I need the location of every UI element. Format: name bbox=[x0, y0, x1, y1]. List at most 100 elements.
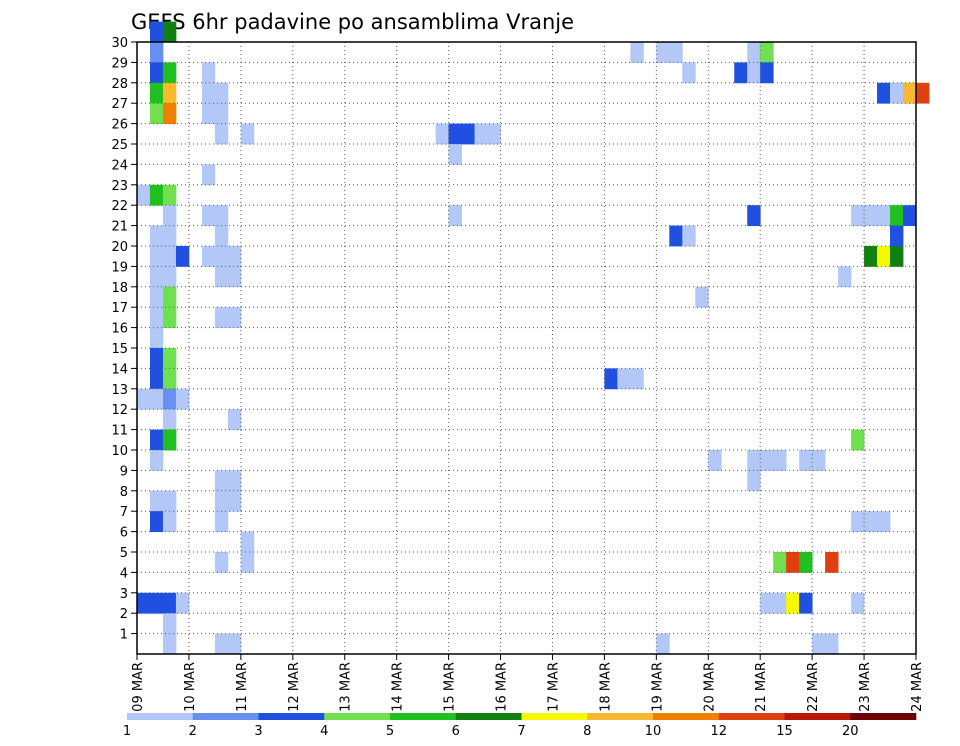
y-tick-label: 6 bbox=[120, 526, 128, 541]
heatmap-cell bbox=[162, 286, 177, 308]
colorbar-swatch bbox=[784, 713, 851, 720]
heatmap-cell bbox=[240, 552, 255, 573]
colorbar-swatch bbox=[390, 713, 457, 720]
heatmap-cell bbox=[630, 42, 644, 63]
y-tick-label: 22 bbox=[111, 199, 128, 214]
y-tick-label: 16 bbox=[111, 322, 128, 337]
heatmap-cell bbox=[877, 511, 891, 532]
y-tick-label: 24 bbox=[111, 158, 128, 173]
x-tick-label: 12 MAR bbox=[287, 662, 302, 712]
y-tick-label: 2 bbox=[120, 607, 128, 622]
x-tick-label: 19 MAR bbox=[650, 662, 665, 712]
colorbar-label: 12 bbox=[710, 724, 727, 739]
heatmap-cell bbox=[175, 592, 190, 614]
heatmap-cell bbox=[227, 409, 242, 430]
colorbar-swatch bbox=[455, 713, 522, 720]
y-tick-label: 17 bbox=[111, 301, 128, 316]
heatmap-cell bbox=[149, 490, 164, 512]
heatmap-cell bbox=[240, 531, 255, 553]
x-tick-label: 17 MAR bbox=[546, 662, 561, 712]
heatmap-cell bbox=[682, 225, 696, 247]
heatmap-cell bbox=[760, 62, 774, 84]
heatmap-cell bbox=[669, 225, 683, 247]
y-tick-label: 29 bbox=[111, 56, 128, 71]
heatmap-cell bbox=[851, 592, 865, 614]
colorbar-swatch bbox=[587, 713, 654, 720]
y-tick-label: 15 bbox=[111, 342, 128, 357]
x-tick-label: 14 MAR bbox=[391, 662, 406, 712]
heatmap-cell bbox=[162, 490, 177, 512]
heatmap-cell bbox=[149, 429, 164, 451]
heatmap-cell bbox=[877, 205, 891, 226]
colorbar-swatch bbox=[258, 713, 325, 720]
heatmap-cell bbox=[435, 123, 449, 145]
y-tick-label: 3 bbox=[120, 587, 128, 602]
heatmap-cell bbox=[656, 633, 670, 655]
y-tick-label: 10 bbox=[111, 444, 128, 459]
heatmap-cell bbox=[201, 246, 216, 267]
heatmap-cell bbox=[214, 246, 229, 267]
heatmap-cell bbox=[851, 511, 865, 532]
colorbar-label: 15 bbox=[776, 724, 793, 739]
heatmap-cell bbox=[877, 246, 891, 267]
heatmap-cell bbox=[630, 368, 644, 390]
heatmap-cell bbox=[214, 470, 229, 492]
heatmap-cell bbox=[149, 307, 164, 328]
heatmap-cell bbox=[149, 246, 164, 267]
heatmap-cell bbox=[214, 307, 229, 328]
heatmap-cell bbox=[734, 62, 748, 84]
heatmap-cell bbox=[149, 450, 164, 471]
x-tick-label: 18 MAR bbox=[598, 662, 613, 712]
y-tick-label: 4 bbox=[120, 566, 128, 581]
heatmap-cell bbox=[747, 62, 761, 84]
heatmap-cell bbox=[747, 450, 761, 471]
heatmap-cell bbox=[773, 450, 787, 471]
heatmap-cell bbox=[682, 62, 696, 84]
heatmap-cell bbox=[162, 205, 177, 226]
y-tick-label: 19 bbox=[111, 260, 128, 275]
colorbar-label: 2 bbox=[189, 724, 197, 739]
heatmap-cell bbox=[162, 266, 177, 288]
y-tick-label: 18 bbox=[111, 281, 128, 296]
x-tick-label: 16 MAR bbox=[495, 662, 510, 712]
colorbar: 1 2 3 4 5 6 7 8 10 12 15 20 bbox=[123, 713, 917, 739]
heatmap-cell bbox=[175, 246, 190, 267]
heatmap-cell bbox=[890, 205, 904, 226]
heatmap-cell bbox=[149, 511, 164, 532]
x-tick-label: 11 MAR bbox=[235, 662, 250, 712]
colorbar-swatch bbox=[127, 713, 194, 720]
heatmap-cell bbox=[214, 633, 229, 655]
y-tick-label: 9 bbox=[120, 464, 128, 479]
x-tick-label: 15 MAR bbox=[443, 662, 458, 712]
heatmap-cell bbox=[149, 592, 164, 614]
heatmap-cell bbox=[747, 205, 761, 226]
heatmap-cell bbox=[162, 368, 177, 390]
heatmap-cell bbox=[825, 633, 839, 655]
heatmap-cell bbox=[474, 123, 488, 145]
heatmap-cell bbox=[227, 633, 242, 655]
colorbar-label: 5 bbox=[386, 724, 394, 739]
heatmap-cell bbox=[656, 42, 670, 63]
heatmap-cell bbox=[162, 409, 177, 430]
heatmap-cell bbox=[890, 225, 904, 247]
heatmap-cell bbox=[162, 103, 177, 124]
heatmap-cell bbox=[825, 552, 839, 573]
heatmap-cell bbox=[812, 633, 826, 655]
heatmap-cell bbox=[162, 388, 177, 410]
heatmap-cell bbox=[162, 225, 177, 247]
heatmap-cell bbox=[201, 62, 216, 84]
x-tick-label: 21 MAR bbox=[754, 662, 769, 712]
heatmap-cell bbox=[812, 450, 826, 471]
heatmap-cell bbox=[162, 82, 177, 104]
heatmap-cell bbox=[149, 82, 164, 104]
heatmap-cell bbox=[617, 368, 631, 390]
heatmap-cell bbox=[201, 164, 216, 186]
heatmap-cell bbox=[162, 184, 177, 206]
heatmap-cell bbox=[214, 123, 229, 145]
heatmap-cell bbox=[864, 511, 878, 532]
heatmap-cell bbox=[162, 21, 177, 43]
heatmap-cell bbox=[448, 205, 462, 226]
heatmap-cell bbox=[227, 246, 242, 267]
heatmap-cell bbox=[747, 42, 761, 63]
heatmap-cell bbox=[214, 103, 229, 124]
